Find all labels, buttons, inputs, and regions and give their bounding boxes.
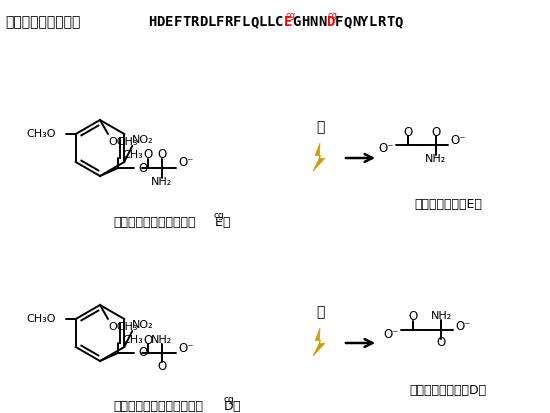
- Text: R: R: [377, 15, 386, 29]
- Text: L: L: [369, 15, 377, 29]
- Polygon shape: [313, 328, 325, 356]
- Text: cg: cg: [213, 211, 224, 219]
- Text: グルタミン酸（E）: グルタミン酸（E）: [414, 199, 482, 211]
- Polygon shape: [313, 143, 325, 171]
- Text: H: H: [148, 15, 156, 29]
- Text: 光活性化型ペプチド: 光活性化型ペプチド: [5, 15, 80, 29]
- Text: O⁻: O⁻: [378, 142, 394, 156]
- Text: アスパラギン酸（D）: アスパラギン酸（D）: [409, 384, 487, 396]
- Text: L: L: [258, 15, 267, 29]
- Text: OCH₃: OCH₃: [108, 137, 138, 147]
- Text: L: L: [207, 15, 216, 29]
- Text: G: G: [293, 15, 301, 29]
- Text: CH₃O: CH₃O: [26, 314, 56, 324]
- Text: Q: Q: [394, 15, 403, 29]
- Text: F: F: [335, 15, 343, 29]
- Text: NO₂: NO₂: [132, 135, 154, 145]
- Text: O: O: [408, 311, 417, 323]
- Text: OCH₃: OCH₃: [108, 322, 138, 332]
- Text: O⁻: O⁻: [178, 157, 194, 169]
- Text: NH₂: NH₂: [151, 335, 173, 345]
- Text: F: F: [233, 15, 241, 29]
- Text: CH₃: CH₃: [122, 335, 143, 345]
- Text: O: O: [403, 126, 412, 138]
- Text: C: C: [276, 15, 284, 29]
- Text: NO₂: NO₂: [132, 320, 154, 330]
- Text: D: D: [157, 15, 165, 29]
- Text: O: O: [144, 334, 153, 347]
- Text: cg: cg: [224, 396, 234, 404]
- Text: E: E: [165, 15, 173, 29]
- Text: 光: 光: [316, 305, 324, 319]
- Text: O: O: [138, 161, 147, 175]
- Text: F: F: [173, 15, 182, 29]
- Text: F: F: [216, 15, 224, 29]
- Text: H: H: [301, 15, 309, 29]
- Text: R: R: [190, 15, 199, 29]
- Text: cg: cg: [327, 10, 338, 19]
- Text: L: L: [267, 15, 276, 29]
- Text: D: D: [199, 15, 207, 29]
- Text: CH₃O: CH₃O: [26, 129, 56, 139]
- Text: ケージドアスパラギン酸（: ケージドアスパラギン酸（: [113, 401, 203, 413]
- Text: D: D: [224, 401, 234, 413]
- Text: O⁻: O⁻: [383, 328, 399, 340]
- Text: NH₂: NH₂: [151, 177, 173, 187]
- Text: 光: 光: [316, 120, 324, 134]
- Text: Q: Q: [344, 15, 352, 29]
- Text: O: O: [157, 359, 167, 373]
- Text: cg: cg: [285, 10, 295, 19]
- Text: O: O: [157, 149, 167, 161]
- Text: L: L: [241, 15, 250, 29]
- Text: N: N: [352, 15, 360, 29]
- Text: E: E: [284, 15, 293, 29]
- Text: O: O: [431, 126, 441, 138]
- Text: ケージドグルタミン酸（: ケージドグルタミン酸（: [114, 216, 196, 228]
- Text: Y: Y: [360, 15, 369, 29]
- Text: NH₂: NH₂: [430, 311, 452, 321]
- Text: O: O: [144, 149, 153, 161]
- Text: E: E: [215, 216, 223, 228]
- Text: O⁻: O⁻: [455, 320, 470, 332]
- Text: NH₂: NH₂: [425, 154, 447, 164]
- Text: Q: Q: [250, 15, 258, 29]
- Text: O: O: [138, 347, 147, 359]
- Text: O⁻: O⁻: [178, 342, 194, 354]
- Text: T: T: [386, 15, 394, 29]
- Text: T: T: [182, 15, 190, 29]
- Text: O: O: [436, 337, 446, 349]
- Text: N: N: [310, 15, 318, 29]
- Text: ）: ）: [222, 216, 229, 228]
- Text: R: R: [224, 15, 233, 29]
- Text: D: D: [327, 15, 335, 29]
- Text: N: N: [318, 15, 326, 29]
- Text: ）: ）: [232, 401, 239, 413]
- Text: CH₃: CH₃: [122, 150, 143, 160]
- Text: O⁻: O⁻: [450, 135, 465, 147]
